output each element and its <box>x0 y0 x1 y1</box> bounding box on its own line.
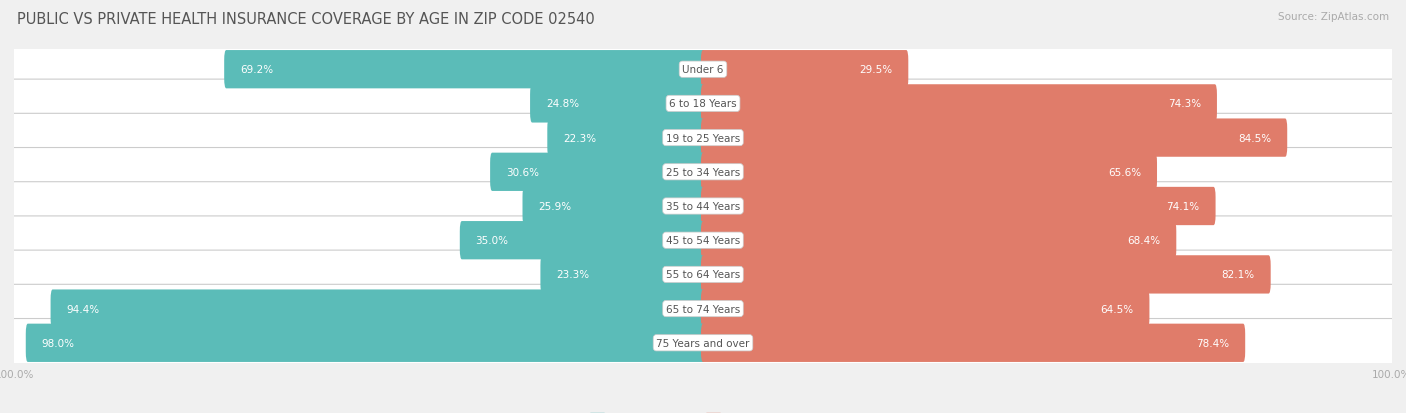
FancyBboxPatch shape <box>540 256 704 294</box>
FancyBboxPatch shape <box>13 46 1393 94</box>
FancyBboxPatch shape <box>13 114 1393 162</box>
Text: 94.4%: 94.4% <box>66 304 100 314</box>
Text: PUBLIC VS PRIVATE HEALTH INSURANCE COVERAGE BY AGE IN ZIP CODE 02540: PUBLIC VS PRIVATE HEALTH INSURANCE COVER… <box>17 12 595 27</box>
FancyBboxPatch shape <box>13 148 1393 197</box>
FancyBboxPatch shape <box>702 324 1246 362</box>
Text: 68.4%: 68.4% <box>1128 236 1160 246</box>
FancyBboxPatch shape <box>523 188 704 225</box>
FancyBboxPatch shape <box>702 85 1218 123</box>
Text: 30.6%: 30.6% <box>506 167 538 177</box>
Text: 82.1%: 82.1% <box>1222 270 1254 280</box>
FancyBboxPatch shape <box>491 153 704 192</box>
FancyBboxPatch shape <box>13 80 1393 128</box>
FancyBboxPatch shape <box>13 319 1393 367</box>
FancyBboxPatch shape <box>224 51 704 89</box>
Text: 65.6%: 65.6% <box>1108 167 1142 177</box>
Text: 75 Years and over: 75 Years and over <box>657 338 749 348</box>
Text: 19 to 25 Years: 19 to 25 Years <box>666 133 740 143</box>
FancyBboxPatch shape <box>702 119 1288 157</box>
FancyBboxPatch shape <box>702 188 1216 225</box>
FancyBboxPatch shape <box>530 85 704 123</box>
Text: 55 to 64 Years: 55 to 64 Years <box>666 270 740 280</box>
Text: 22.3%: 22.3% <box>564 133 596 143</box>
Text: 35 to 44 Years: 35 to 44 Years <box>666 202 740 211</box>
FancyBboxPatch shape <box>702 256 1271 294</box>
FancyBboxPatch shape <box>702 221 1177 260</box>
Text: 64.5%: 64.5% <box>1101 304 1133 314</box>
Text: 23.3%: 23.3% <box>557 270 589 280</box>
Text: 35.0%: 35.0% <box>475 236 509 246</box>
FancyBboxPatch shape <box>25 324 704 362</box>
Text: Under 6: Under 6 <box>682 65 724 75</box>
Text: 65 to 74 Years: 65 to 74 Years <box>666 304 740 314</box>
FancyBboxPatch shape <box>702 290 1150 328</box>
Text: Source: ZipAtlas.com: Source: ZipAtlas.com <box>1278 12 1389 22</box>
FancyBboxPatch shape <box>13 285 1393 333</box>
FancyBboxPatch shape <box>702 51 908 89</box>
Text: 29.5%: 29.5% <box>859 65 893 75</box>
Legend: Public Insurance, Private Insurance: Public Insurance, Private Insurance <box>585 409 821 413</box>
Text: 84.5%: 84.5% <box>1239 133 1271 143</box>
FancyBboxPatch shape <box>460 221 704 260</box>
FancyBboxPatch shape <box>547 119 704 157</box>
Text: 25 to 34 Years: 25 to 34 Years <box>666 167 740 177</box>
Text: 78.4%: 78.4% <box>1197 338 1229 348</box>
Text: 6 to 18 Years: 6 to 18 Years <box>669 99 737 109</box>
Text: 45 to 54 Years: 45 to 54 Years <box>666 236 740 246</box>
Text: 69.2%: 69.2% <box>240 65 273 75</box>
FancyBboxPatch shape <box>51 290 704 328</box>
FancyBboxPatch shape <box>13 216 1393 265</box>
Text: 74.3%: 74.3% <box>1168 99 1201 109</box>
FancyBboxPatch shape <box>702 153 1157 192</box>
FancyBboxPatch shape <box>13 182 1393 231</box>
Text: 74.1%: 74.1% <box>1167 202 1199 211</box>
Text: 25.9%: 25.9% <box>538 202 571 211</box>
FancyBboxPatch shape <box>13 251 1393 299</box>
Text: 24.8%: 24.8% <box>546 99 579 109</box>
Text: 98.0%: 98.0% <box>42 338 75 348</box>
